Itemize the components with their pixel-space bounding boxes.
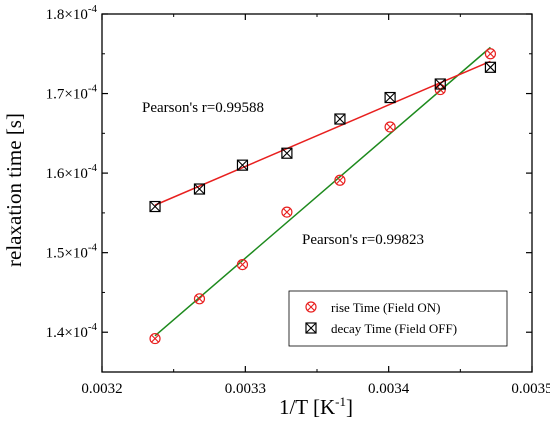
y-tick-mantissa: 1.8×10 bbox=[46, 7, 88, 23]
marker-circle bbox=[484, 48, 497, 60]
legend-marker-rise bbox=[305, 301, 317, 313]
marker-cross-b bbox=[149, 201, 161, 212]
legend: rise Time (Field ON) decay Time (Field O… bbox=[288, 290, 508, 347]
legend-box bbox=[288, 290, 508, 347]
x-tick-label: 0.0033 bbox=[225, 381, 266, 397]
marker-square bbox=[236, 159, 249, 171]
y-tick-mantissa: 1.7×10 bbox=[46, 87, 88, 103]
pearson-annotation-decay: Pearson's r=0.99588 bbox=[142, 100, 264, 116]
rise-time-point bbox=[236, 259, 249, 271]
legend-symbol-rise bbox=[305, 301, 317, 313]
rise-time-point bbox=[484, 48, 497, 60]
y-tick-exponent: -4 bbox=[88, 162, 98, 174]
marker-circle bbox=[149, 332, 161, 345]
marker-cross-b bbox=[335, 176, 344, 185]
y-tick-exponent: -4 bbox=[88, 83, 98, 95]
x-tick-label: 0.0032 bbox=[81, 381, 122, 397]
decay-time-point bbox=[236, 159, 249, 171]
marker-circle bbox=[236, 259, 249, 271]
decay-time-point bbox=[434, 78, 446, 90]
legend-symbol-decay bbox=[305, 322, 317, 334]
legend-label-rise: rise Time (Field ON) bbox=[331, 300, 440, 315]
decay-time-point bbox=[281, 147, 293, 159]
rise-time-point bbox=[334, 174, 346, 186]
marker-cross-b bbox=[282, 208, 291, 217]
x-axis-title-end: ] bbox=[346, 395, 353, 419]
fit-line-decay bbox=[154, 60, 491, 206]
y-tick-mantissa: 1.6×10 bbox=[46, 166, 88, 182]
y-tick-exponent: -4 bbox=[88, 3, 98, 15]
x-tick-label: 0.0034 bbox=[368, 381, 410, 397]
marker-circle bbox=[384, 121, 396, 133]
marker-cross-b bbox=[281, 147, 293, 159]
x-axis-title: 1/T [K-1] bbox=[279, 394, 353, 419]
y-tick-label: 1.7×10-4 bbox=[46, 83, 98, 103]
marker-square bbox=[193, 183, 206, 195]
marker-cross-b bbox=[386, 122, 395, 131]
marker-square bbox=[384, 91, 396, 104]
marker-cross-b bbox=[151, 334, 160, 343]
rise-time-point bbox=[149, 332, 161, 345]
data-markers bbox=[149, 48, 497, 345]
marker-circle bbox=[281, 206, 293, 218]
marker-square bbox=[281, 147, 293, 159]
y-tick-label: 1.4×10-4 bbox=[46, 321, 98, 341]
y-tick-exponent: -4 bbox=[88, 321, 98, 333]
decay-time-point bbox=[334, 113, 346, 125]
marker-cross-b bbox=[195, 294, 204, 303]
legend-label-decay: decay Time (Field OFF) bbox=[331, 321, 457, 336]
fit-line-rise bbox=[154, 46, 491, 337]
decay-time-point bbox=[484, 61, 497, 73]
marker-cross-b bbox=[334, 113, 346, 125]
marker-square bbox=[334, 113, 346, 125]
y-tick-exponent: -4 bbox=[88, 242, 98, 254]
y-tick-mantissa: 1.4×10 bbox=[46, 325, 88, 341]
marker-cross-b bbox=[486, 49, 495, 58]
y-tick-label: 1.6×10-4 bbox=[46, 162, 98, 182]
x-tick-labels: 0.0032 0.0033 0.0034 0.0035 bbox=[81, 381, 550, 397]
rise-time-point bbox=[193, 293, 206, 305]
pearson-annotation-rise: Pearson's r=0.99823 bbox=[302, 232, 424, 248]
y-tick-mantissa: 1.5×10 bbox=[46, 246, 88, 262]
x-axis-title-sup: -1 bbox=[335, 394, 346, 409]
rise-time-point bbox=[281, 206, 293, 218]
marker-cross-b bbox=[238, 260, 247, 269]
marker-square bbox=[149, 200, 161, 213]
marker-cross-b bbox=[237, 159, 248, 171]
y-tick-label: 1.8×10-4 bbox=[46, 3, 98, 23]
x-tick-label: 0.0035 bbox=[511, 381, 550, 397]
axis-ticks bbox=[101, 13, 533, 372]
rise-time-point bbox=[384, 121, 396, 133]
decay-time-point bbox=[193, 183, 206, 195]
marker-circle bbox=[193, 293, 206, 305]
y-tick-label: 1.5×10-4 bbox=[46, 242, 98, 262]
legend-marker-decay bbox=[305, 322, 317, 334]
marker-cross-b bbox=[307, 303, 315, 311]
marker-circle bbox=[305, 301, 317, 313]
decay-time-point bbox=[149, 200, 161, 213]
marker-circle bbox=[334, 174, 346, 186]
marker-square bbox=[484, 61, 497, 73]
marker-cross-b bbox=[194, 183, 205, 195]
x-axis-title-main: 1/T [K bbox=[279, 395, 335, 419]
fit-lines bbox=[154, 46, 491, 337]
marker-cross-b bbox=[434, 78, 446, 90]
y-tick-labels: 1.4×10-41.5×10-41.6×10-41.7×10-41.8×10-4 bbox=[46, 3, 98, 341]
decay-time-point bbox=[384, 91, 396, 104]
y-axis-title: relaxation time [s] bbox=[2, 113, 26, 267]
marker-cross-b bbox=[305, 322, 317, 334]
marker-square bbox=[305, 322, 317, 334]
marker-cross-b bbox=[384, 92, 396, 103]
marker-square bbox=[434, 78, 446, 90]
marker-cross-b bbox=[485, 61, 496, 73]
